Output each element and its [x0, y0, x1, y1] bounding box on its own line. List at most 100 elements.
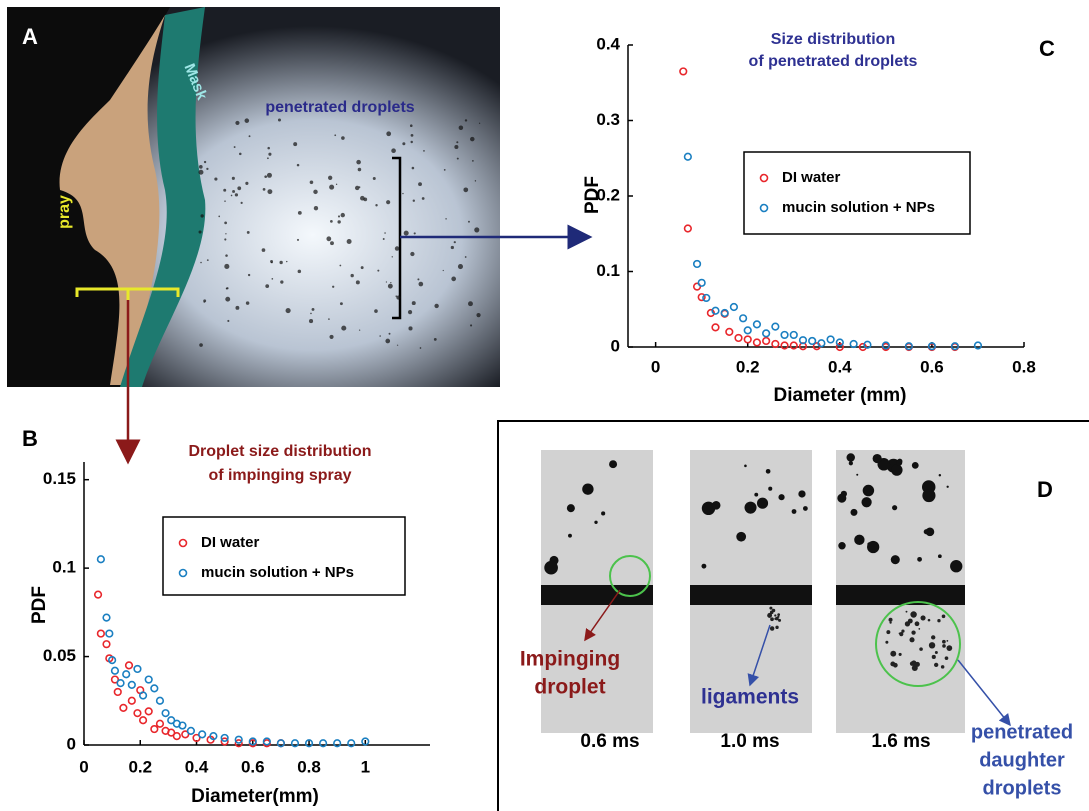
spray-region	[59, 15, 165, 385]
droplet	[394, 246, 400, 251]
droplet	[293, 142, 298, 147]
droplet	[937, 619, 941, 623]
droplet	[391, 148, 396, 154]
droplet	[390, 282, 392, 284]
droplet	[765, 468, 771, 474]
data-point	[734, 333, 743, 343]
droplet	[408, 326, 413, 331]
droplet	[310, 312, 312, 315]
data-point	[849, 339, 858, 349]
chart-title: Size distribution	[771, 31, 895, 48]
droplet	[239, 152, 242, 156]
data-point	[138, 691, 148, 700]
x-tick-label: 0	[651, 357, 660, 376]
data-point	[927, 342, 937, 351]
droplet	[245, 301, 250, 305]
droplet	[337, 220, 341, 224]
droplet	[905, 610, 908, 613]
droplet	[311, 307, 315, 311]
data-point	[789, 341, 798, 350]
x-tick-label: 0.8	[1012, 357, 1036, 376]
y-tick-label: 0.15	[43, 469, 76, 488]
droplet	[861, 497, 872, 508]
droplet	[898, 652, 902, 656]
droplet	[403, 230, 409, 236]
droplet	[418, 281, 424, 287]
panel-a: Mask penetrated droplets pray A	[7, 7, 500, 387]
panel-d: Impinging droplet ligaments penetrated d…	[198, 118, 1089, 811]
droplet	[339, 264, 342, 267]
droplet	[944, 656, 949, 660]
droplet	[476, 313, 481, 318]
data-point	[220, 733, 229, 743]
droplet	[777, 615, 780, 618]
droplet	[198, 165, 203, 169]
droplet	[918, 628, 921, 630]
droplet	[777, 613, 781, 616]
droplet	[895, 459, 903, 466]
time-label: 1.6 ms	[871, 731, 930, 752]
droplet	[384, 232, 386, 234]
droplet	[901, 629, 905, 633]
annotation: daughter	[979, 749, 1065, 771]
droplet	[341, 136, 345, 140]
data-point	[155, 719, 165, 728]
droplet	[769, 606, 773, 610]
data-point	[122, 670, 131, 679]
droplet	[334, 134, 337, 137]
droplet	[340, 212, 345, 218]
droplet	[341, 325, 347, 331]
data-point	[702, 293, 711, 303]
droplet	[308, 319, 314, 324]
time-label: 0.6 ms	[580, 731, 639, 752]
droplet	[387, 283, 393, 289]
data-point	[743, 335, 752, 344]
droplet	[267, 146, 270, 150]
droplet	[396, 295, 401, 300]
droplet	[848, 461, 853, 466]
data-point	[138, 716, 148, 725]
droplet	[756, 497, 769, 509]
x-tick-label: 0.6	[241, 757, 265, 776]
droplet	[410, 140, 413, 144]
droplet	[218, 215, 221, 218]
y-tick-label: 0.1	[52, 558, 76, 577]
x-tick-label: 0.4	[828, 357, 852, 376]
droplet	[358, 186, 361, 189]
droplet	[472, 160, 474, 162]
data-point	[725, 327, 734, 337]
droplet	[937, 554, 942, 559]
droplet	[468, 220, 470, 223]
droplet	[354, 185, 360, 191]
droplet	[463, 187, 469, 193]
droplet	[754, 492, 759, 497]
droplet	[917, 556, 922, 562]
droplet	[458, 125, 464, 131]
data-point	[808, 336, 817, 346]
data-point	[172, 732, 181, 741]
droplet	[309, 180, 314, 185]
droplet	[360, 195, 365, 201]
x-tick-label: 0	[79, 757, 88, 776]
annotation: ligaments	[701, 686, 799, 709]
droplet	[396, 344, 399, 346]
droplet	[279, 260, 283, 265]
data-point	[683, 224, 692, 233]
data-point	[220, 737, 229, 746]
droplet	[940, 665, 945, 669]
chart-title: of penetrated droplets	[749, 53, 918, 70]
droplet	[701, 501, 716, 516]
x-axis-label: Diameter (mm)	[773, 385, 906, 406]
panel-label: C	[1039, 36, 1055, 61]
droplet	[609, 460, 618, 469]
droplet	[594, 520, 598, 524]
droplet	[601, 511, 606, 516]
surface	[541, 585, 653, 605]
droplet	[890, 555, 900, 565]
droplet	[464, 256, 467, 258]
data-point	[178, 721, 187, 730]
droplet	[237, 186, 242, 191]
droplet	[838, 542, 846, 550]
data-point	[144, 675, 153, 684]
legend-box	[162, 516, 406, 596]
